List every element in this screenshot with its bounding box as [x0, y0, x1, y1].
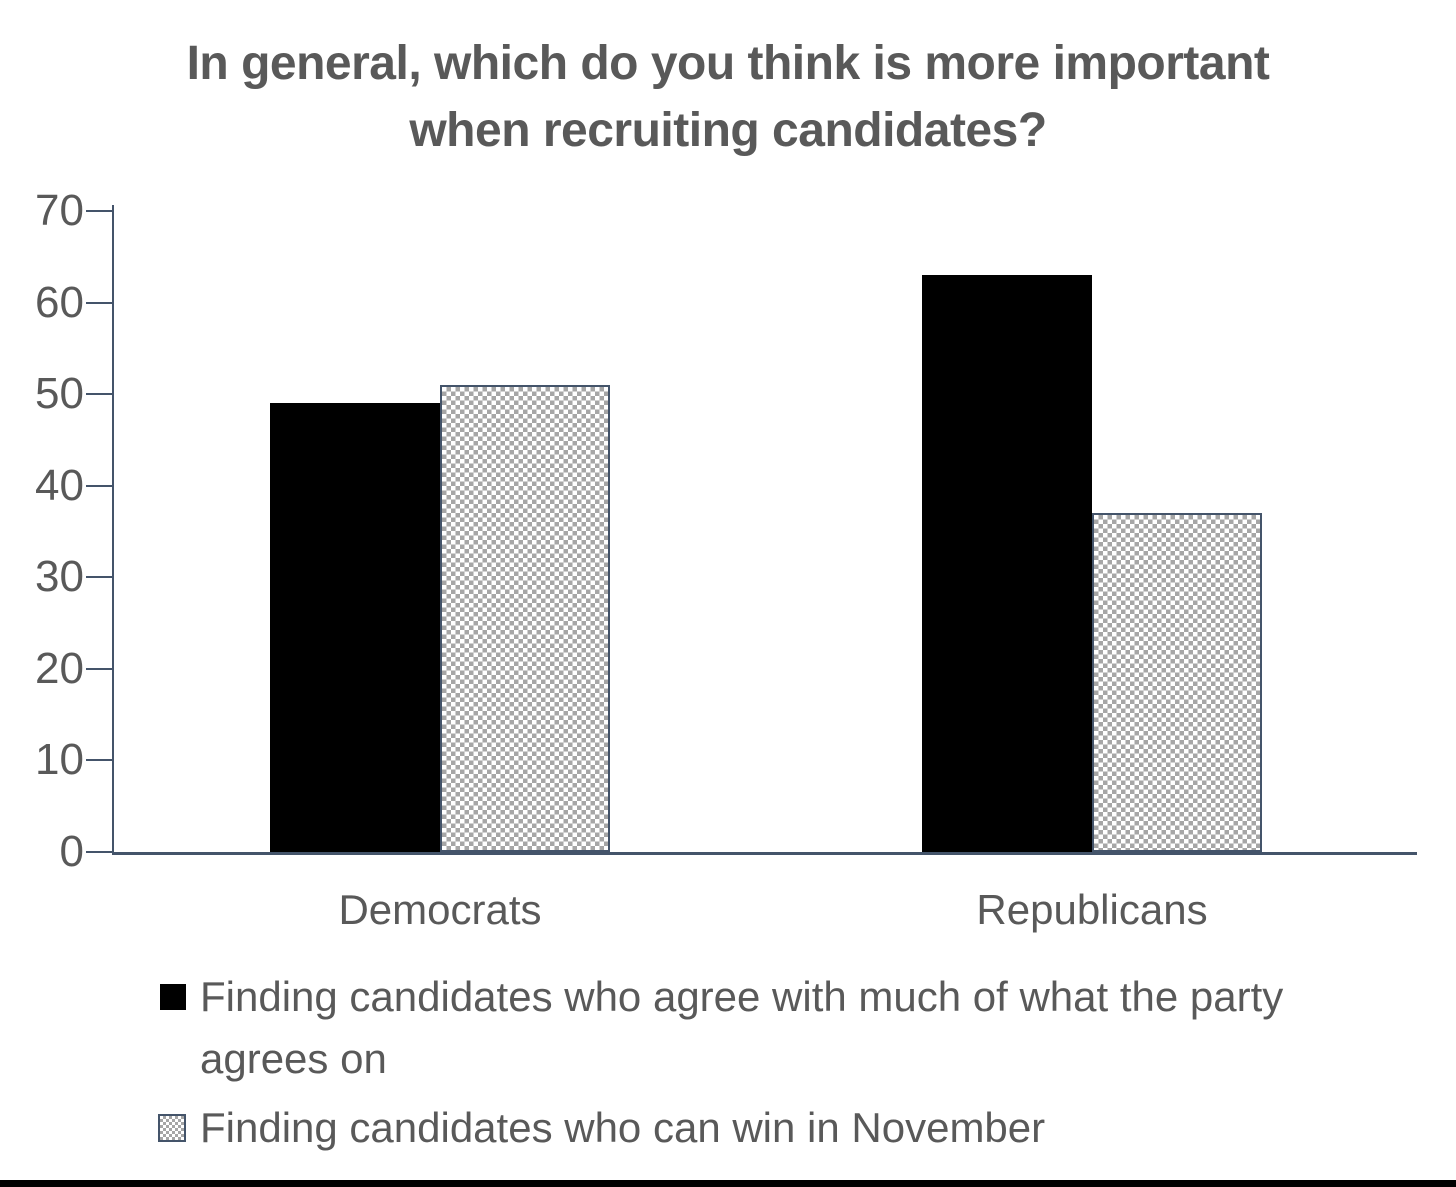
legend-swatch-solid-black-icon [160, 984, 186, 1010]
legend-label-agree-with-party: Finding candidates who agree with much o… [200, 966, 1283, 1090]
bottom-border-bar [0, 1180, 1456, 1187]
y-tick-mark [86, 851, 112, 853]
y-tick-label: 10 [35, 735, 84, 784]
legend-label-win-in-november: Finding candidates who can win in Novemb… [200, 1100, 1045, 1156]
legend-item-agree-with-party: Finding candidates who agree with much o… [160, 966, 1283, 1090]
legend-label-line: Finding candidates who can win in Novemb… [200, 1104, 1046, 1151]
bar-republicans-checkered-gray [1092, 513, 1262, 852]
y-tick-mark [86, 576, 112, 578]
category-label-republicans: Republicans [976, 886, 1208, 933]
y-tick-mark [86, 210, 112, 212]
chart-title: In general, which do you think is more i… [0, 30, 1456, 164]
y-tick-mark [86, 759, 112, 761]
legend-label-line: Finding candidates who agree with much o… [200, 973, 1284, 1020]
y-tick-mark [86, 668, 112, 670]
legend-item-win-in-november: Finding candidates who can win in Novemb… [158, 1100, 1045, 1156]
bar-democrats-solid-black [270, 403, 440, 852]
y-tick-label: 50 [35, 369, 84, 418]
bar-democrats-checkered-gray [440, 385, 610, 852]
y-tick-label: 70 [35, 186, 84, 235]
y-tick-label: 0 [59, 827, 84, 876]
plot-area [86, 205, 1417, 855]
y-tick-label: 40 [35, 461, 84, 510]
y-tick-mark [86, 485, 112, 487]
legend-swatch-checkered-icon [158, 1114, 186, 1142]
x-axis-line [112, 852, 1417, 855]
bar-republicans-solid-black [922, 275, 1092, 852]
y-tick-label: 60 [35, 278, 84, 327]
y-axis-line [112, 205, 114, 854]
legend-label-line: agrees on [200, 1035, 387, 1082]
y-tick-mark [86, 393, 112, 395]
y-tick-mark [86, 302, 112, 304]
chart-title-line2: when recruiting candidates? [409, 104, 1047, 157]
y-tick-label: 20 [35, 644, 84, 693]
category-label-democrats: Democrats [338, 886, 542, 933]
y-tick-label: 30 [35, 552, 84, 601]
chart-title-line1: In general, which do you think is more i… [186, 37, 1270, 90]
